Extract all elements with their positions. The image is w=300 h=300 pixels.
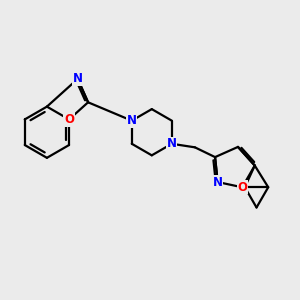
Text: O: O <box>237 181 247 194</box>
Text: N: N <box>73 72 83 86</box>
Text: N: N <box>167 137 177 150</box>
Text: N: N <box>127 114 137 127</box>
Text: O: O <box>64 113 74 126</box>
Text: N: N <box>213 176 223 188</box>
